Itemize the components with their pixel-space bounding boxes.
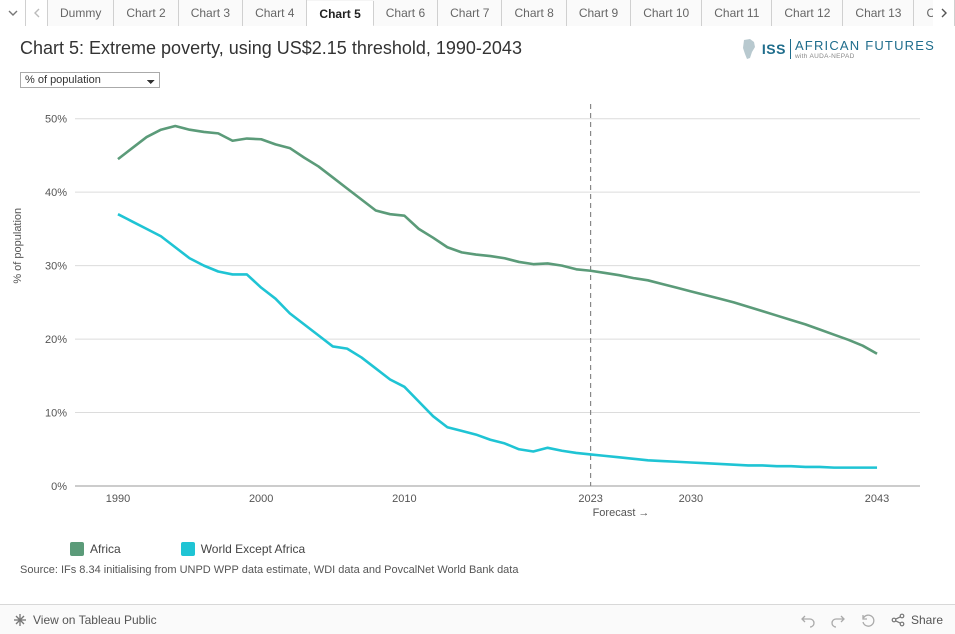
- legend-swatch: [181, 542, 195, 556]
- logo-african-futures: AFRICAN FUTURES: [795, 38, 935, 53]
- svg-text:Forecast →: Forecast →: [593, 507, 650, 519]
- legend-label: Africa: [90, 542, 121, 556]
- tab-dummy[interactable]: Dummy: [48, 0, 114, 26]
- tab-chart-6[interactable]: Chart 6: [374, 0, 438, 26]
- svg-text:0%: 0%: [51, 481, 67, 493]
- tab-chart-2[interactable]: Chart 2: [114, 0, 178, 26]
- source-text: Source: IFs 8.34 initialising from UNPD …: [0, 558, 955, 582]
- view-on-tableau-label: View on Tableau Public: [33, 613, 157, 627]
- tab-scroll-left[interactable]: [26, 0, 48, 26]
- logo-iss-text: ISS: [762, 41, 786, 57]
- tab-chart-8[interactable]: Chart 8: [502, 0, 566, 26]
- tab-chart-11[interactable]: Chart 11: [702, 0, 772, 26]
- view-on-tableau-button[interactable]: View on Tableau Public: [12, 612, 157, 628]
- svg-text:50%: 50%: [45, 114, 67, 126]
- redo-icon: [830, 612, 846, 628]
- redo-button[interactable]: [830, 612, 846, 628]
- tab-scroll-right[interactable]: [933, 0, 955, 26]
- logo-divider: [790, 39, 791, 59]
- tab-chart-10[interactable]: Chart 10: [631, 0, 702, 26]
- tab-list-dropdown[interactable]: [0, 0, 26, 26]
- undo-icon: [800, 612, 816, 628]
- legend-item-world-except-africa[interactable]: World Except Africa: [181, 542, 305, 556]
- share-button[interactable]: Share: [890, 612, 943, 628]
- tab-chart-13[interactable]: Chart 13: [843, 0, 914, 26]
- logo-subtitle: with AUDA-NEPAD: [795, 53, 935, 60]
- controls-row: % of population: [0, 64, 955, 90]
- svg-text:2023: 2023: [578, 493, 602, 505]
- logo: ISS AFRICAN FUTURES with AUDA-NEPAD: [740, 38, 935, 60]
- legend: Africa World Except Africa: [0, 534, 955, 558]
- africa-silhouette-icon: [740, 38, 758, 60]
- header-row: Chart 5: Extreme poverty, using US$2.15 …: [0, 26, 955, 64]
- tableau-icon: [12, 612, 28, 628]
- tab-chart-5[interactable]: Chart 5: [307, 1, 373, 26]
- svg-text:20%: 20%: [45, 334, 67, 346]
- undo-button[interactable]: [800, 612, 816, 628]
- tab-chart-4[interactable]: Chart 4: [243, 0, 307, 26]
- tab-ch[interactable]: Ch: [914, 0, 933, 26]
- footer-bar: View on Tableau Public Share: [0, 604, 955, 634]
- share-icon: [890, 612, 906, 628]
- tab-chart-12[interactable]: Chart 12: [772, 0, 843, 26]
- y-axis-measure-select[interactable]: % of population: [20, 72, 160, 88]
- tab-chart-7[interactable]: Chart 7: [438, 0, 502, 26]
- legend-item-africa[interactable]: Africa: [70, 542, 121, 556]
- tabs-container: DummyChart 2Chart 3Chart 4Chart 5Chart 6…: [48, 0, 933, 26]
- line-chart-svg: 0% 10% 20% 30% 40% 50% 1990 2000 2010 2023 2030 204…: [20, 94, 935, 534]
- svg-text:10%: 10%: [45, 408, 67, 420]
- svg-text:2000: 2000: [249, 493, 273, 505]
- legend-swatch: [70, 542, 84, 556]
- series-world-except-africa: [118, 214, 877, 467]
- share-label: Share: [911, 613, 943, 627]
- svg-text:2030: 2030: [679, 493, 703, 505]
- tab-bar: DummyChart 2Chart 3Chart 4Chart 5Chart 6…: [0, 0, 955, 26]
- chart-area: % of population 0%10%20%30%40%50%1990200…: [20, 94, 935, 534]
- legend-label: World Except Africa: [201, 542, 305, 556]
- svg-text:2043: 2043: [865, 493, 889, 505]
- series-africa: [118, 126, 877, 354]
- svg-text:1990: 1990: [106, 493, 130, 505]
- svg-text:2010: 2010: [392, 493, 416, 505]
- tab-chart-3[interactable]: Chart 3: [179, 0, 243, 26]
- reset-button[interactable]: [860, 612, 876, 628]
- svg-text:30%: 30%: [45, 261, 67, 273]
- reset-icon: [860, 612, 876, 628]
- svg-text:40%: 40%: [45, 187, 67, 199]
- y-axis-label: % of population: [12, 208, 24, 284]
- tab-chart-9[interactable]: Chart 9: [567, 0, 631, 26]
- chart-title: Chart 5: Extreme poverty, using US$2.15 …: [20, 38, 522, 59]
